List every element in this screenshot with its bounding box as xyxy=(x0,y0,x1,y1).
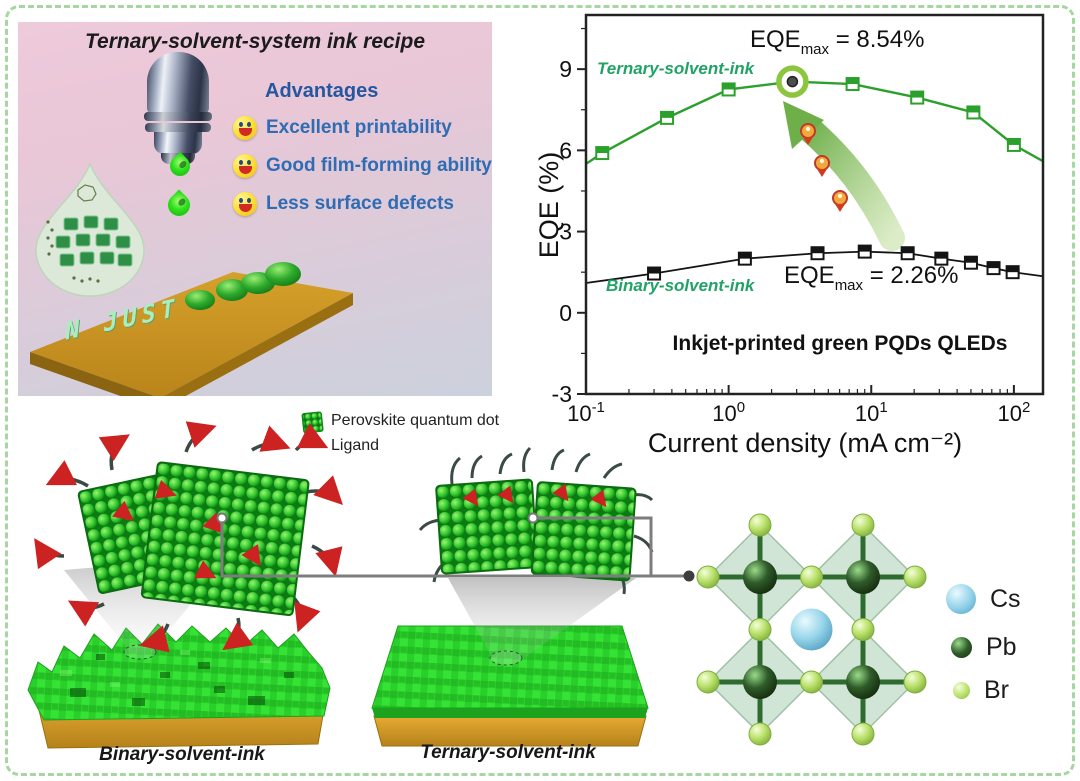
crystal-legend-item-cs: Cs xyxy=(946,584,1021,614)
focus-ellipse xyxy=(489,650,523,666)
advantage-text: Less surface defects xyxy=(266,193,454,214)
inkjet-nozzle xyxy=(147,52,209,114)
improvement-arrow xyxy=(783,101,905,251)
smiley-icon xyxy=(233,116,257,140)
morphology-scene xyxy=(27,411,927,749)
smiley-icon xyxy=(233,154,257,178)
eqe-max-ternary-annotation: EQEmax = 8.54% xyxy=(750,26,925,58)
printed-ink-dots xyxy=(185,262,301,310)
cs-sphere-icon xyxy=(946,584,976,614)
eqe-max-binary-annotation: EQEmax = 2.26% xyxy=(784,262,959,294)
ternary-film-label: Ternary-solvent-ink xyxy=(420,742,596,763)
crystal-legend-item-br: Br xyxy=(953,676,1009,705)
structure-connector xyxy=(216,512,695,582)
svg-text:102: 102 xyxy=(997,399,1030,426)
recipe-panel: Ternary-solvent-system ink recipe Advant… xyxy=(18,22,492,396)
advantage-item: Excellent printability xyxy=(233,116,452,140)
binary-qd-cluster xyxy=(34,421,343,653)
molecule-hexagon xyxy=(77,184,97,202)
rocket-icon xyxy=(832,190,848,212)
rocket-icon xyxy=(814,155,830,177)
svg-text:3: 3 xyxy=(559,219,572,245)
ternary-qd-pair xyxy=(418,446,654,595)
nozzle-ring xyxy=(144,112,212,121)
br-sphere-icon xyxy=(953,682,970,699)
binary-series-label: Binary-solvent-ink xyxy=(606,276,755,295)
cs-atom xyxy=(790,608,833,651)
advantage-text: Excellent printability xyxy=(266,117,452,138)
substrate-board xyxy=(30,272,353,396)
binary-film xyxy=(27,623,331,749)
y-axis-label: EQE (%) xyxy=(534,151,564,259)
svg-text:-3: -3 xyxy=(552,381,572,407)
svg-text:6: 6 xyxy=(559,137,572,163)
ligand-legend-label: Ligand xyxy=(331,437,380,454)
nozzle-tip xyxy=(154,132,202,154)
focus-ellipse xyxy=(123,644,157,660)
svg-text:9: 9 xyxy=(559,56,572,82)
smiley-icon xyxy=(233,192,257,216)
ternary-series-label: Ternary-solvent-ink xyxy=(597,59,755,78)
binary-film-label: Binary-solvent-ink xyxy=(99,744,265,765)
qd-legend-icon xyxy=(301,411,324,434)
rocket-icon xyxy=(800,123,816,145)
advantages-heading: Advantages xyxy=(265,80,379,102)
perovskite-crystal-structure xyxy=(696,513,927,746)
recipe-title: Ternary-solvent-system ink recipe xyxy=(84,30,426,53)
chart-caption: Inkjet-printed green PQDs QLEDs xyxy=(672,332,1008,355)
crystal-legend-item-pb: Pb xyxy=(951,633,1017,662)
advantage-text: Good film-forming ability xyxy=(266,155,492,176)
advantage-item: Good film-forming ability xyxy=(233,154,492,178)
svg-text:0: 0 xyxy=(559,300,572,326)
zoom-cone-ternary xyxy=(448,578,636,664)
ligand-legend-icon xyxy=(294,423,329,452)
x-axis-label: Current density (mA cm⁻²) xyxy=(647,428,963,458)
advantage-item: Less surface defects xyxy=(233,192,454,216)
ink-droplet-illustration xyxy=(35,162,145,297)
nozzle-ring xyxy=(145,123,211,132)
pb-sphere-icon xyxy=(951,637,972,658)
qd-legend-label: Perovskite quantum dot xyxy=(331,412,500,429)
recipe-panel-art xyxy=(30,162,353,396)
